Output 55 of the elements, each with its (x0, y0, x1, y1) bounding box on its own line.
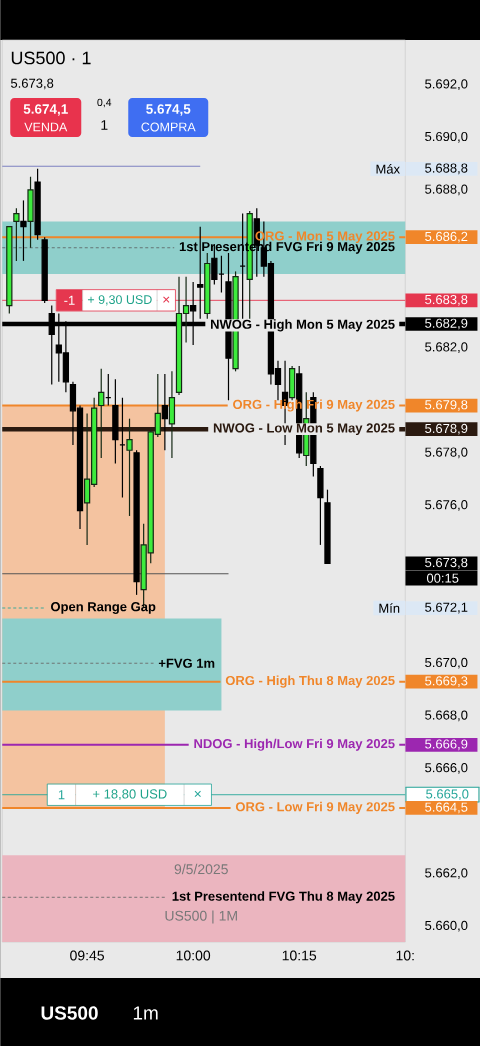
y-tick-label: 5.672,1 (424, 602, 468, 614)
y-tick-label: 5.669,3 (424, 676, 468, 688)
annotation: 1 (101, 120, 108, 130)
y-tick-label: 5.682,9 (424, 318, 468, 330)
ref-line-label: NWOG - High Mon 5 May 2025 (210, 319, 395, 332)
annotation: Máx (376, 164, 400, 174)
annotation: × (163, 296, 170, 303)
y-tick-label: 5.683,8 (424, 294, 468, 306)
text: US500 (41, 1006, 98, 1020)
y-tick-label: 5.690,0 (424, 131, 468, 143)
y-tick-label: 5.673,8 (424, 557, 468, 569)
x-tick-label: 10:15 (282, 950, 316, 961)
y-tick-label: 5.688,0 (424, 184, 468, 196)
ref-line-label: 1st Presentend FVG Thu 8 May 2025 (172, 891, 395, 904)
y-tick-label: 5.678,9 (424, 423, 468, 435)
x-tick-label: 09:45 (70, 950, 104, 961)
y-tick-label: 5.666,9 (424, 739, 468, 751)
ref-line-label: +FVG 1m (158, 658, 215, 668)
annotation: × (194, 790, 201, 798)
annotation: 5.674,5 (146, 104, 191, 116)
annotation: US500 | 1M (165, 910, 237, 924)
annotation: Mín (379, 603, 400, 613)
ref-line-label: NWOG - Low Mon 5 May 2025 (213, 423, 395, 436)
y-tick-label: 5.662,0 (424, 868, 468, 879)
annotation: 0,4 (97, 98, 112, 108)
y-tick-label: 5.666,0 (424, 763, 468, 774)
text: 00:15 (426, 573, 459, 583)
y-tick-label: 5.678,0 (424, 447, 468, 459)
x-tick-label: 10:00 (176, 950, 210, 961)
ref-line-label: NDOG - High/Low Fri 9 May 2025 (194, 738, 395, 751)
y-tick-label: 5.688,8 (424, 163, 468, 175)
annotation: -1 (64, 295, 75, 305)
x-tick-label: 10: (396, 950, 414, 961)
chart-title: US500 · 1 (11, 51, 91, 65)
y-tick-label: 5.664,5 (424, 802, 468, 814)
y-tick-label: 5.692,0 (424, 79, 468, 91)
y-tick-label: 5.679,8 (424, 400, 468, 411)
annotation: COMPRA (141, 122, 196, 132)
annotation: 1 (58, 790, 65, 800)
ref-line-label: Open Range Gap (50, 602, 156, 614)
y-tick-label: 5.660,0 (424, 920, 468, 932)
ref-line-label: ORG - Low Fri 9 May 2025 (235, 801, 395, 814)
ref-line-label: + 18,80 USD (92, 789, 167, 801)
y-tick-label: 5.676,0 (424, 500, 468, 511)
ref-line-label: + 9,30 USD (87, 295, 152, 306)
text: 1m (133, 1006, 158, 1020)
y-tick-label: 5.682,0 (424, 342, 468, 354)
ref-line-label: ORG - High Thu 8 May 2025 (225, 675, 395, 688)
annotation: 9/5/2025 (174, 863, 228, 875)
y-tick-label: 5.686,2 (424, 231, 468, 243)
y-tick-label: 5.670,0 (424, 657, 468, 669)
annotation: 5.674,1 (23, 104, 68, 116)
y-tick-label: 5.668,0 (424, 710, 468, 722)
annotation: VENDA (24, 122, 68, 132)
annotation: 5.673,8 (10, 78, 54, 90)
